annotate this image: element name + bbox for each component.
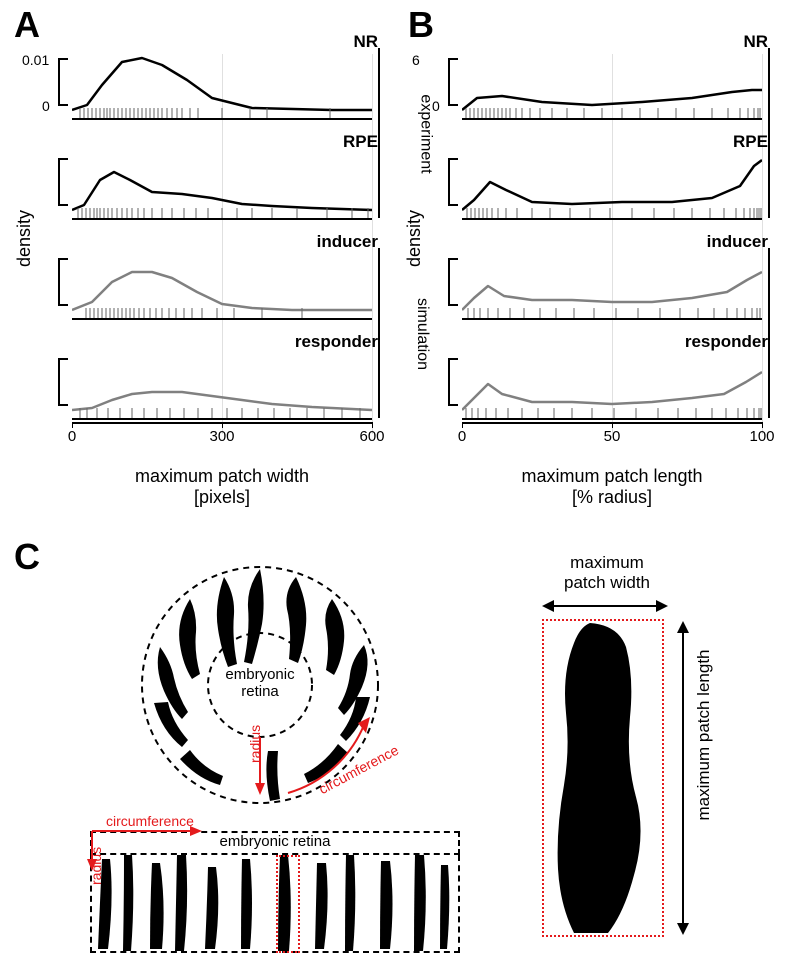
rug-plot: [72, 208, 372, 220]
x-title-b-line2: [% radius]: [572, 487, 652, 507]
row-title: NR: [743, 32, 768, 52]
x-title-b-line1: maximum patch length: [521, 466, 702, 486]
panel-label-a: A: [14, 4, 40, 46]
density-row: NR0.010: [58, 30, 398, 130]
group-label: simulation: [413, 298, 431, 370]
rug-plot: [462, 108, 762, 120]
row-title: responder: [685, 332, 768, 352]
density-row: responder: [58, 330, 398, 430]
patch-length-label: maximum patch length: [694, 605, 714, 865]
radius-label-circle: radius: [247, 725, 263, 763]
row-title: inducer: [317, 232, 378, 252]
x-tick-label: 50: [604, 428, 621, 445]
rug-plot: [462, 408, 762, 420]
panel-label-c: C: [14, 536, 40, 578]
row-title: NR: [353, 32, 378, 52]
x-axis-title-b: maximum patch length [% radius]: [462, 466, 762, 508]
row-title: RPE: [733, 132, 768, 152]
y-tick-bot: 0: [42, 98, 50, 114]
enlarged-patch: [542, 619, 664, 937]
circum-label-strip: circumference: [106, 813, 194, 829]
rug-plot: [462, 208, 762, 220]
y-tick-top: 6: [412, 52, 420, 68]
row-title: inducer: [707, 232, 768, 252]
y-bracket: [58, 58, 68, 106]
density-row: inducer: [58, 230, 398, 330]
y-tick-top: 0.01: [22, 52, 49, 68]
density-row: responder: [448, 330, 788, 430]
group-bar: [378, 248, 380, 418]
panel-b: NR60RPEinducerresponder050100experiments…: [448, 30, 788, 490]
strip-selection: [276, 855, 300, 953]
y-bracket: [58, 358, 68, 406]
density-row: RPE: [448, 130, 788, 230]
density-row: inducer: [448, 230, 788, 330]
x-tick-label: 100: [749, 428, 774, 445]
y-bracket: [448, 258, 458, 306]
row-title: RPE: [343, 132, 378, 152]
group-bar: [768, 248, 770, 418]
rug-plot: [72, 108, 372, 120]
y-axis-title-a: density: [14, 210, 35, 267]
x-title-a-line2: [pixels]: [194, 487, 250, 507]
density-row: RPE: [58, 130, 398, 230]
y-bracket: [58, 158, 68, 206]
x-axis: 050100: [462, 422, 762, 452]
group-bar: [378, 48, 380, 218]
length-arrow: [672, 619, 694, 937]
y-bracket: [448, 58, 458, 106]
panel-c: embryonicretina radius circumference emb…: [60, 555, 760, 965]
x-tick-label: 300: [209, 428, 234, 445]
rug-plot: [462, 308, 762, 320]
patch-width-label: maximumpatch width: [532, 553, 682, 592]
x-axis: 0300600: [72, 422, 372, 452]
x-tick-label: 0: [458, 428, 466, 445]
group-bar: [768, 48, 770, 218]
panel-label-b: B: [408, 4, 434, 46]
panel-a: NR0.010RPEinducerresponder0300600experim…: [58, 30, 398, 490]
x-tick-label: 0: [68, 428, 76, 445]
rug-plot: [72, 408, 372, 420]
y-bracket: [448, 158, 458, 206]
y-tick-bot: 0: [432, 98, 440, 114]
width-arrow: [540, 595, 670, 617]
x-title-a-line1: maximum patch width: [135, 466, 309, 486]
y-bracket: [448, 358, 458, 406]
x-tick-label: 600: [359, 428, 384, 445]
density-row: NR60: [448, 30, 788, 130]
row-title: responder: [295, 332, 378, 352]
rug-plot: [72, 308, 372, 320]
strip-patches: [90, 855, 460, 953]
y-axis-title-b: density: [404, 210, 425, 267]
retina-circle-label: embryonicretina: [210, 667, 310, 700]
x-axis-title-a: maximum patch width [pixels]: [72, 466, 372, 508]
y-bracket: [58, 258, 68, 306]
